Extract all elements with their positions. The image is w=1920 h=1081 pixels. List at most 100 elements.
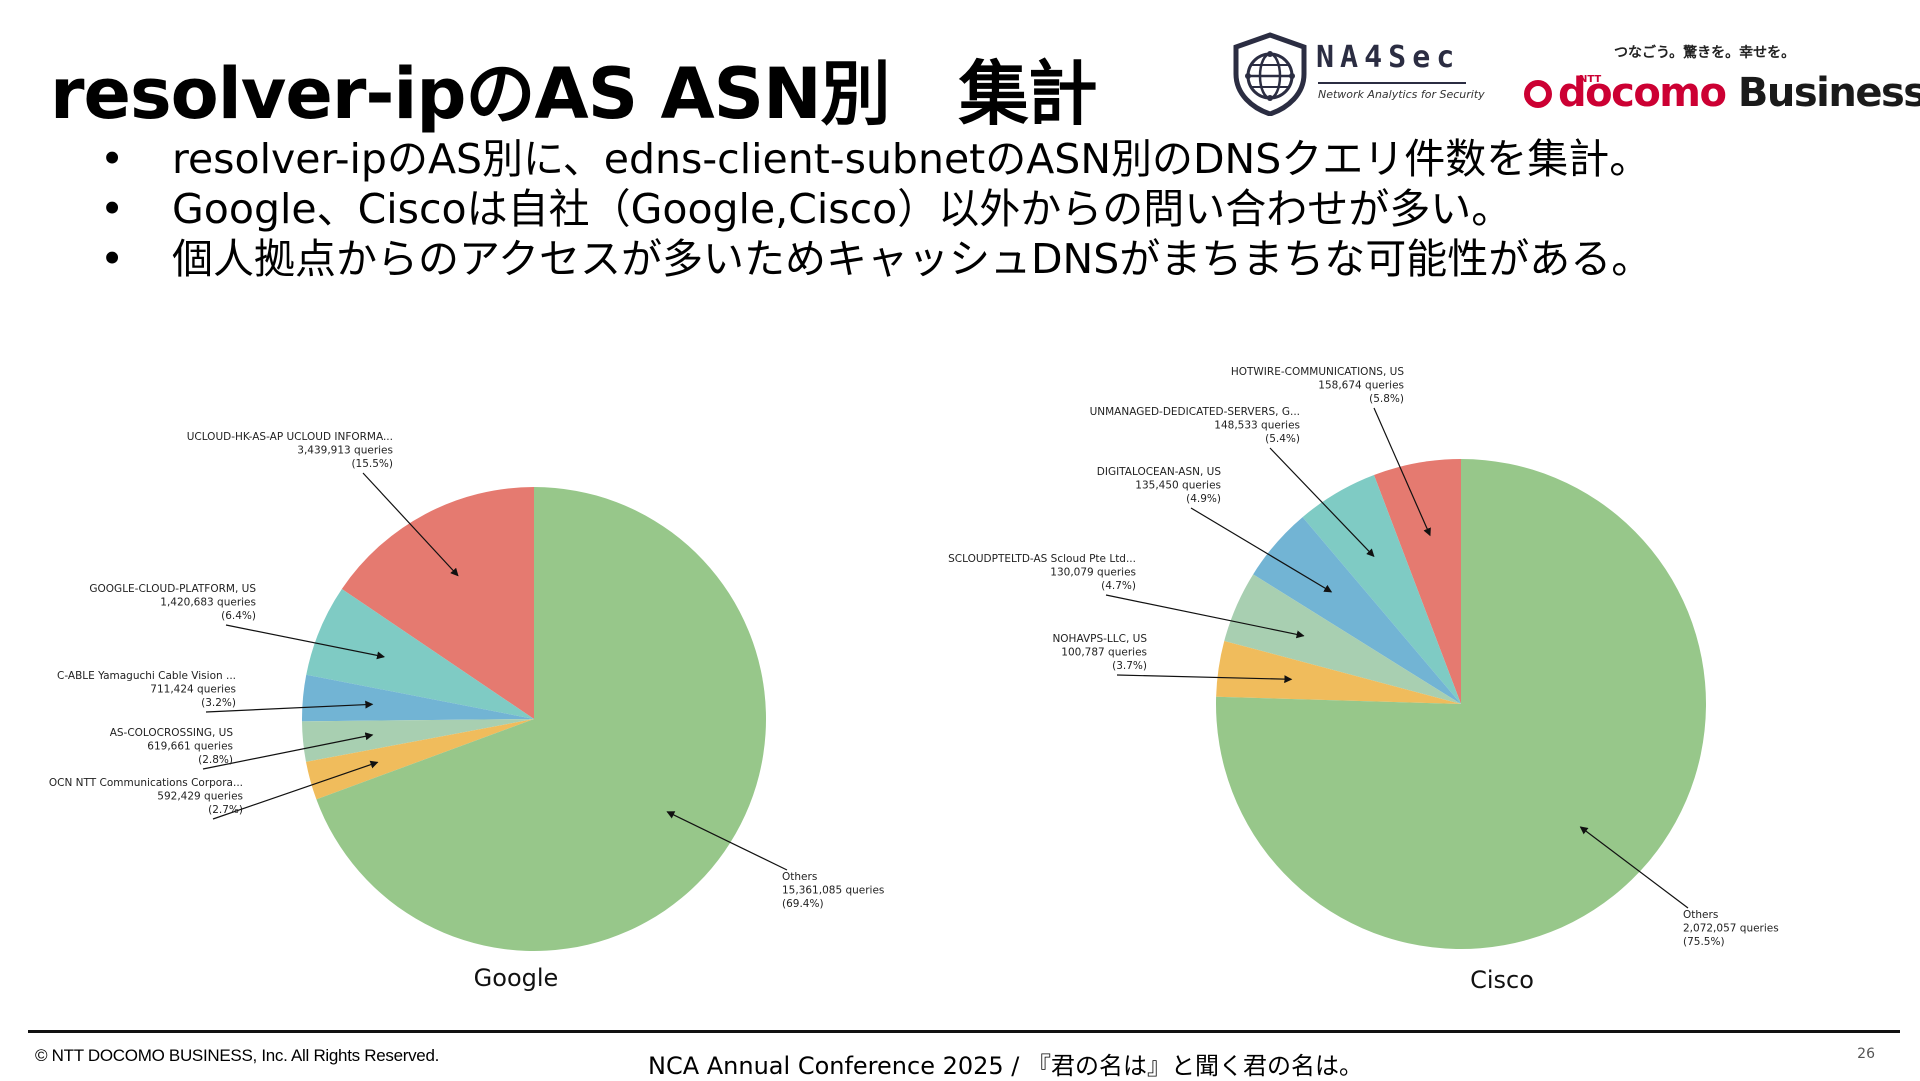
bullet-text: 個人拠点からのアクセスが多いためキャッシュDNSがまちまちな可能性がある。 [172, 235, 1653, 283]
slice-label: SCLOUDPTELTD-AS Scloud Pte Ltd... 130,079… [948, 553, 1136, 592]
slice-name: UNMANAGED-DEDICATED-SERVERS, G... [1090, 406, 1300, 418]
na4sec-shield-icon [1233, 32, 1307, 116]
slice-percent: (2.8%) [198, 754, 233, 766]
slice-label: NOHAVPS-LLC, US 100,787 queries (3.7%) [1052, 633, 1147, 672]
slice-annotation-arrow [212, 760, 379, 820]
bullet-text: resolver-ipのAS別に、edns-client-subnetのASN別… [172, 135, 1651, 183]
slice-name: NOHAVPS-LLC, US [1052, 633, 1147, 645]
slice-annotation-arrow [1269, 447, 1375, 558]
slice-annotation-arrow [1373, 407, 1431, 537]
slice-queries: 3,439,913 queries [297, 445, 393, 457]
slice-percent: (4.7%) [1101, 580, 1136, 592]
slice-annotation-arrow [1116, 674, 1293, 684]
slice-percent: (5.8%) [1369, 393, 1404, 405]
slice-queries: 100,787 queries [1061, 647, 1147, 659]
slice-name: C-ABLE Yamaguchi Cable Vision ... [57, 670, 236, 682]
pie-chart-google: UCLOUD-HK-AS-AP UCLOUD INFORMA... 3,439,9… [49, 431, 885, 992]
pie-slice [306, 719, 534, 800]
slice-label: GOOGLE-CLOUD-PLATFORM, US 1,420,683 queri… [89, 583, 256, 622]
page-number: 26 [1857, 1046, 1875, 1062]
slice-percent: (75.5%) [1683, 936, 1725, 948]
slice-annotation-arrow [1190, 507, 1333, 593]
slice-name: GOOGLE-CLOUD-PLATFORM, US [89, 583, 256, 595]
slice-annotation-arrow [225, 624, 385, 660]
slice-name: OCN NTT Communications Corpora... [49, 777, 243, 789]
bullet-list: • resolver-ipのAS別に、edns-client-subnetのASN… [100, 134, 1652, 284]
slice-name: DIGITALOCEAN-ASN, US [1097, 466, 1222, 478]
docomo-ring-icon [1524, 80, 1552, 108]
slice-percent: (6.4%) [221, 610, 256, 622]
pie-slice [306, 589, 534, 719]
slice-queries: 1,420,683 queries [160, 597, 256, 609]
pie-slice [302, 719, 534, 762]
na4sec-name: NA4Sec [1316, 40, 1461, 75]
slice-annotation-arrow [1579, 826, 1689, 909]
slice-percent: (4.9%) [1186, 493, 1221, 505]
slice-label: AS-COLOCROSSING, US 619,661 queries (2.8%) [110, 727, 234, 766]
slice-label: UCLOUD-HK-AS-AP UCLOUD INFORMA... 3,439,9… [187, 431, 393, 470]
slice-name: Others [782, 871, 817, 883]
chart-caption: Google [474, 964, 559, 992]
slice-name: UCLOUD-HK-AS-AP UCLOUD INFORMA... [187, 431, 393, 443]
docomo-ntt-label: NTT [1579, 74, 1602, 85]
slice-annotation-arrow [205, 700, 374, 713]
bullet-item: • Google、Ciscoは自社（Google,Cisco）以外からの問い合わせ… [100, 184, 1652, 234]
bullet-item: • 個人拠点からのアクセスが多いためキャッシュDNSがまちまちな可能性がある。 [100, 234, 1652, 284]
slice-percent: (2.7%) [208, 804, 243, 816]
slice-name: HOTWIRE-COMMUNICATIONS, US [1231, 366, 1404, 378]
slice-label: Others 2,072,057 queries (75.5%) [1683, 909, 1779, 948]
business-word: Business [1737, 70, 1920, 116]
pie-slice [1302, 474, 1461, 704]
pie-chart-cisco: HOTWIRE-COMMUNICATIONS, US 158,674 querie… [948, 366, 1779, 994]
pie-slice [1224, 574, 1461, 704]
slice-queries: 130,079 queries [1050, 567, 1136, 579]
slice-queries: 135,450 queries [1135, 480, 1221, 492]
slice-annotation-arrow [362, 472, 459, 577]
slice-label: HOTWIRE-COMMUNICATIONS, US 158,674 querie… [1231, 366, 1404, 405]
slice-percent: (5.4%) [1265, 433, 1300, 445]
slice-queries: 2,072,057 queries [1683, 923, 1779, 935]
slice-queries: 15,361,085 queries [782, 885, 884, 897]
pie-charts: UCLOUD-HK-AS-AP UCLOUD INFORMA... 3,439,9… [49, 366, 1779, 994]
slice-queries: 711,424 queries [150, 684, 236, 696]
footer-divider [28, 1030, 1900, 1033]
bullet-marker: • [100, 235, 125, 283]
slice-annotation-arrow [666, 811, 788, 871]
slice-annotation-arrow [1105, 594, 1305, 639]
slice-percent: (3.2%) [201, 697, 236, 709]
slice-queries: 158,674 queries [1318, 380, 1404, 392]
docomo-business-logo: つなごう。驚きを。幸せを。 NTT docomo Business [1524, 30, 1920, 120]
logo-area: NA4Sec Network Analytics for Security つな… [1232, 30, 1920, 120]
slice-name: AS-COLOCROSSING, US [110, 727, 234, 739]
bullet-item: • resolver-ipのAS別に、edns-client-subnetのASN… [100, 134, 1652, 184]
slide-title: resolver-ipのAS ASN別 集計 [50, 53, 1098, 135]
docomo-word: docomo [1558, 70, 1727, 116]
slice-name: SCLOUDPTELTD-AS Scloud Pte Ltd... [948, 553, 1136, 565]
slice-percent: (15.5%) [351, 458, 393, 470]
slice-name: Others [1683, 909, 1718, 921]
docomo-slogan: つなごう。驚きを。幸せを。 [1614, 45, 1796, 61]
bullet-marker: • [100, 185, 125, 233]
chart-caption: Cisco [1470, 966, 1534, 994]
slice-queries: 592,429 queries [157, 791, 243, 803]
na4sec-tagline: Network Analytics for Security [1318, 88, 1485, 101]
slice-label: OCN NTT Communications Corpora... 592,429… [49, 777, 243, 816]
pie-slice [1373, 459, 1461, 704]
copyright-text: © NTT DOCOMO BUSINESS, Inc. All Rights R… [35, 1046, 440, 1065]
na4sec-divider [1318, 82, 1466, 84]
pie-slice [341, 487, 534, 719]
slice-queries: 619,661 queries [147, 741, 233, 753]
slice-queries: 148,533 queries [1214, 420, 1300, 432]
bullet-text: Google、Ciscoは自社（Google,Cisco）以外からの問い合わせが… [172, 185, 1513, 233]
slice-label: DIGITALOCEAN-ASN, US 135,450 queries (4.9%… [1097, 466, 1222, 505]
pie-slice [316, 487, 767, 952]
pie-slice [1253, 517, 1461, 704]
docomo-wordmark: docomo Business [1524, 70, 1920, 116]
pie-slice [301, 674, 534, 722]
bullet-marker: • [100, 135, 125, 183]
slice-label: UNMANAGED-DEDICATED-SERVERS, G... 148,533… [1090, 406, 1300, 445]
conference-name: NCA Annual Conference 2025 / 『君の名は』と聞く君の… [648, 1052, 1364, 1080]
slice-label: Others 15,361,085 queries (69.4%) [782, 871, 884, 910]
slice-percent: (3.7%) [1112, 660, 1147, 672]
pie-slice [1216, 640, 1461, 704]
